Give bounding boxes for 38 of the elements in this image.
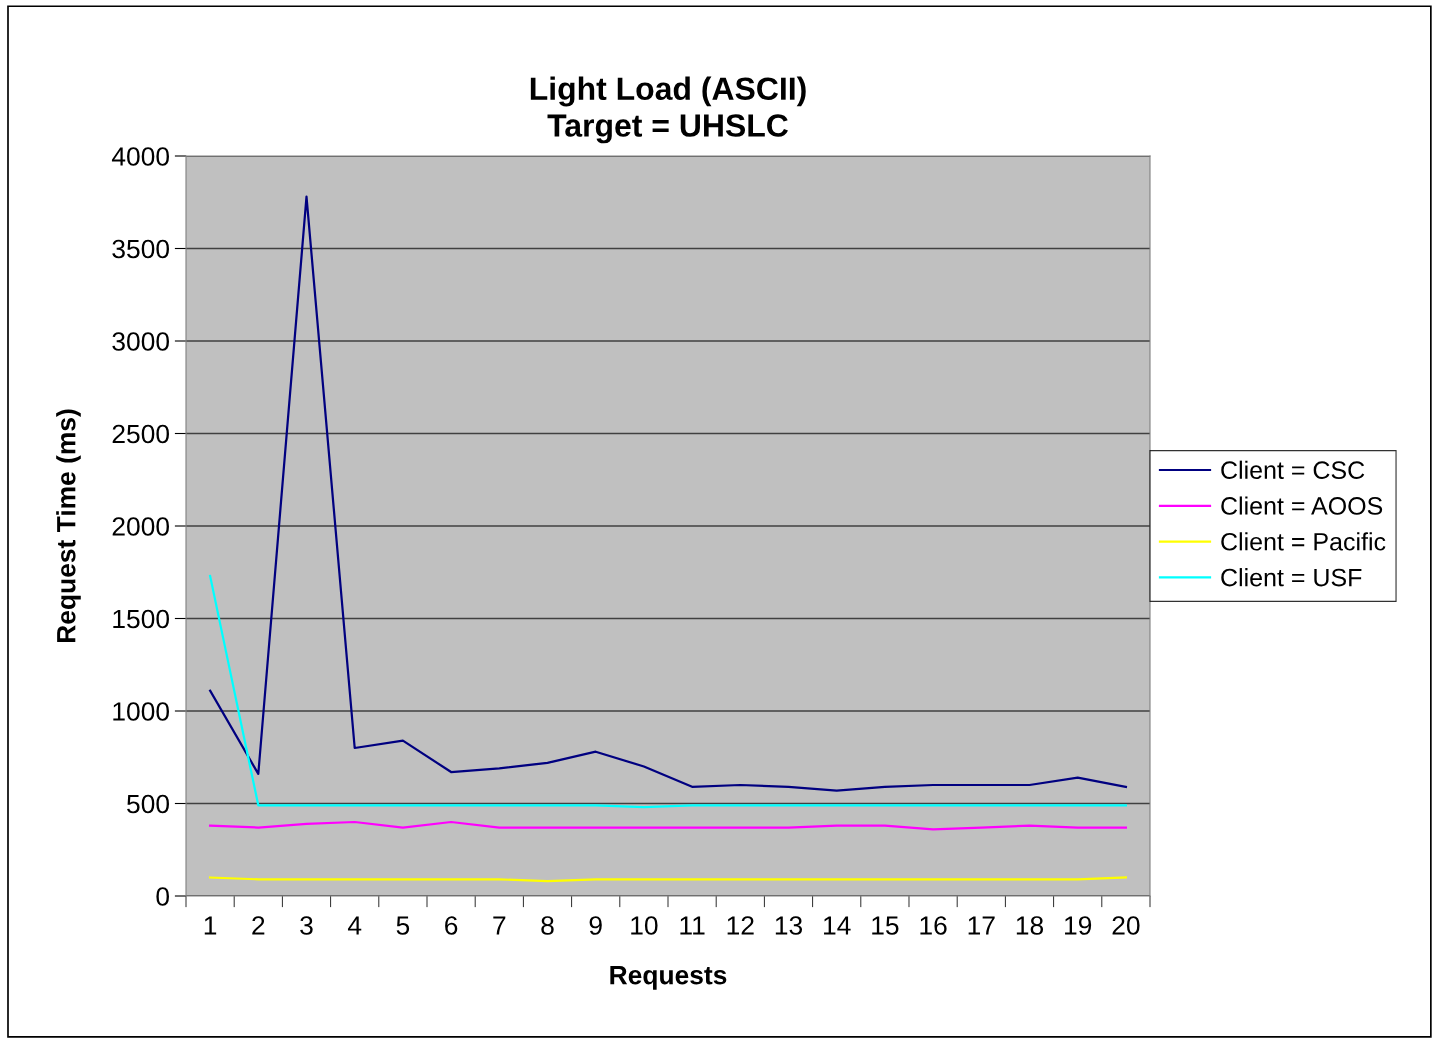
x-tick-label: 7 (493, 916, 506, 935)
legend-label: Client = USF (1221, 568, 1362, 587)
x-tick-label: 6 (445, 916, 458, 935)
legend-label: Client = AOOS (1221, 496, 1383, 515)
chart-title: Light Load (ASCII) Target = UHSLC (530, 76, 806, 144)
x-tick-label: 10 (631, 916, 658, 935)
y-axis-title: Request Time (ms) (56, 409, 81, 643)
y-tick-label: 4000 (111, 147, 169, 166)
y-tick-label: 500 (127, 794, 169, 814)
x-tick-label: 8 (541, 916, 554, 935)
y-tick-label: 0 (156, 887, 169, 906)
y-tick-label: 3000 (112, 332, 169, 351)
y-tick-label: 1500 (113, 609, 169, 629)
line-series (208, 195, 1128, 792)
y-tick-label: 2000 (112, 517, 169, 536)
x-tick-label: 15 (872, 916, 899, 935)
line-series (208, 820, 1128, 831)
x-tick-label: 5 (396, 916, 410, 935)
x-tick-label: 14 (824, 916, 851, 935)
legend-label: Client = Pacific (1221, 532, 1386, 551)
y-tick-label: 3500 (112, 239, 169, 259)
x-tick-label: 17 (968, 916, 995, 935)
x-tick-label: 3 (300, 916, 313, 935)
x-tick-label: 16 (920, 916, 947, 935)
x-tick-label: 1 (204, 916, 217, 935)
x-axis-title: Requests (610, 966, 727, 990)
x-tick-label: 11 (680, 916, 705, 935)
x-tick-label: 19 (1065, 916, 1092, 935)
x-tick-label: 13 (775, 916, 803, 935)
x-tick-label: 18 (1016, 916, 1044, 935)
x-tick-label: 20 (1112, 916, 1140, 935)
x-tick-label: 9 (589, 916, 602, 935)
y-tick-label: 2500 (112, 424, 169, 444)
x-tick-label: 4 (347, 916, 362, 935)
legend-label: Client = CSC (1221, 460, 1365, 479)
y-tick-label: 1000 (113, 702, 169, 721)
x-tick-label: 12 (727, 916, 754, 935)
x-tick-label: 2 (252, 916, 265, 935)
